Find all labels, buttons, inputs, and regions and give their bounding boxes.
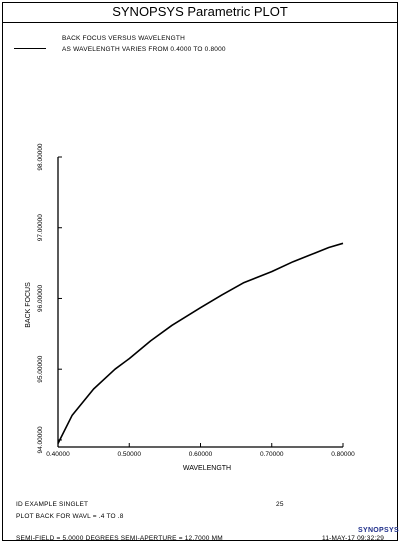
window-title: SYNOPSYS Parametric PLOT [2,2,398,23]
y-tick-label: 94.00000 [37,426,44,453]
x-tick-label: 0.40000 [46,451,70,458]
x-tick-label: 0.70000 [260,451,284,458]
timestamp: 11-MAY-17 09:32:29 [322,535,385,542]
y-tick-label: 96.00000 [37,285,44,312]
plot-frame [2,2,398,541]
x-tick-label: 0.60000 [189,451,213,458]
legend-title: BACK FOCUS VERSUS WAVELENGTH [62,35,185,42]
legend-line-sample [14,48,46,49]
page-number: 25 [276,501,284,508]
plot-command-text: PLOT BACK FOR WAVL = .4 TO .8 [16,513,124,520]
y-axis-label: BACK FOCUS [25,282,32,328]
x-tick-label: 0.80000 [331,451,355,458]
chart-series [57,242,344,444]
y-tick-label: 95.00000 [37,355,44,382]
chart-ticks: 0.40000 0.50000 0.60000 0.70000 0.80000 94.00… [37,143,355,458]
field-aperture-text: SEMI-FIELD = 5.0000 DEGREES SEMI-APERTUR… [16,535,223,542]
x-tick-label: 0.50000 [118,451,142,458]
y-tick-label: 97.00000 [37,214,44,241]
series-line [57,242,344,444]
x-axis-label: WAVELENGTH [183,465,231,472]
y-tick-label: 98.00000 [37,143,44,170]
chart-axes [57,157,343,448]
legend-range: AS WAVELENGTH VARIES FROM 0.4000 TO 0.80… [62,46,226,53]
brand-logo: SYNOPSYS [358,527,399,534]
id-text: ID EXAMPLE SINGLET [16,501,89,508]
